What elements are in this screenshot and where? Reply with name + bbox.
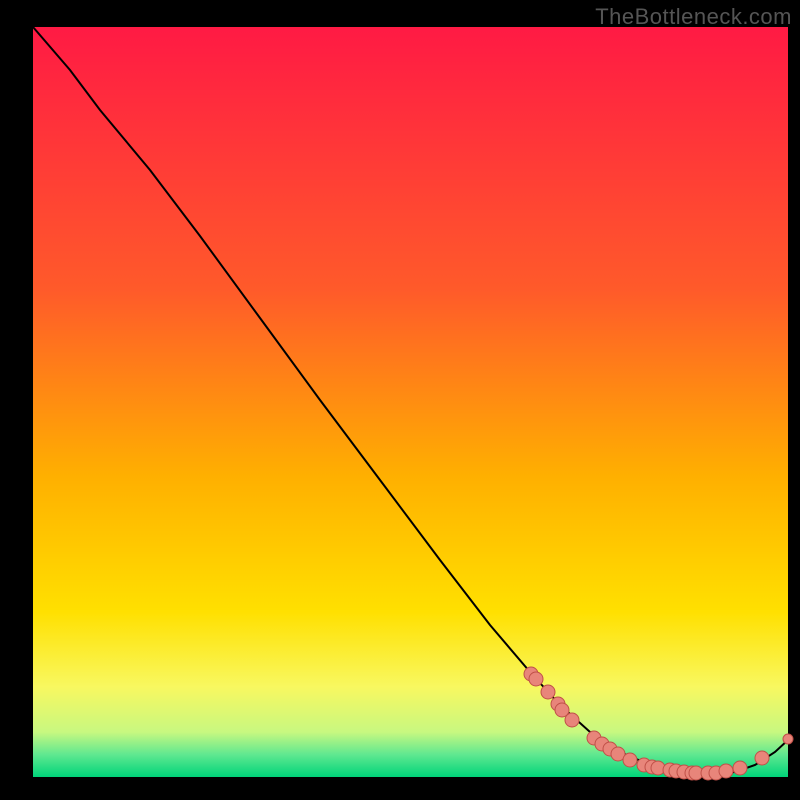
watermark-text: TheBottleneck.com: [595, 4, 792, 30]
chart-plot-area: [33, 27, 788, 777]
